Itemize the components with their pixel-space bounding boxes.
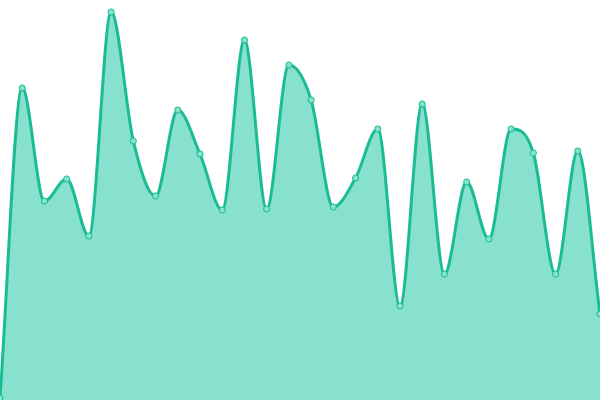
data-point-22 xyxy=(485,235,493,243)
data-point-19 xyxy=(418,100,426,108)
data-point-17 xyxy=(374,125,382,133)
data-point-18 xyxy=(396,302,404,310)
data-point-25 xyxy=(552,270,560,278)
data-point-9 xyxy=(196,150,204,158)
data-point-23 xyxy=(507,125,515,133)
data-point-7 xyxy=(152,192,160,200)
data-point-4 xyxy=(85,232,93,240)
data-point-14 xyxy=(307,96,315,104)
data-point-21 xyxy=(463,178,471,186)
data-point-12 xyxy=(263,205,271,213)
data-point-10 xyxy=(218,206,226,214)
data-point-13 xyxy=(285,61,293,69)
data-point-1 xyxy=(18,84,26,92)
data-point-27 xyxy=(596,310,600,318)
data-point-8 xyxy=(174,106,182,114)
data-point-24 xyxy=(529,149,537,157)
data-point-26 xyxy=(574,147,582,155)
series-line xyxy=(0,10,600,399)
data-point-15 xyxy=(329,203,337,211)
data-point-3 xyxy=(63,175,71,183)
data-point-20 xyxy=(440,270,448,278)
area-fill xyxy=(0,12,600,400)
data-point-5 xyxy=(107,8,115,16)
data-point-16 xyxy=(352,174,360,182)
data-point-0 xyxy=(0,394,4,400)
data-point-6 xyxy=(129,137,137,145)
data-points xyxy=(0,8,600,400)
data-point-2 xyxy=(40,197,48,205)
data-point-11 xyxy=(240,36,248,44)
